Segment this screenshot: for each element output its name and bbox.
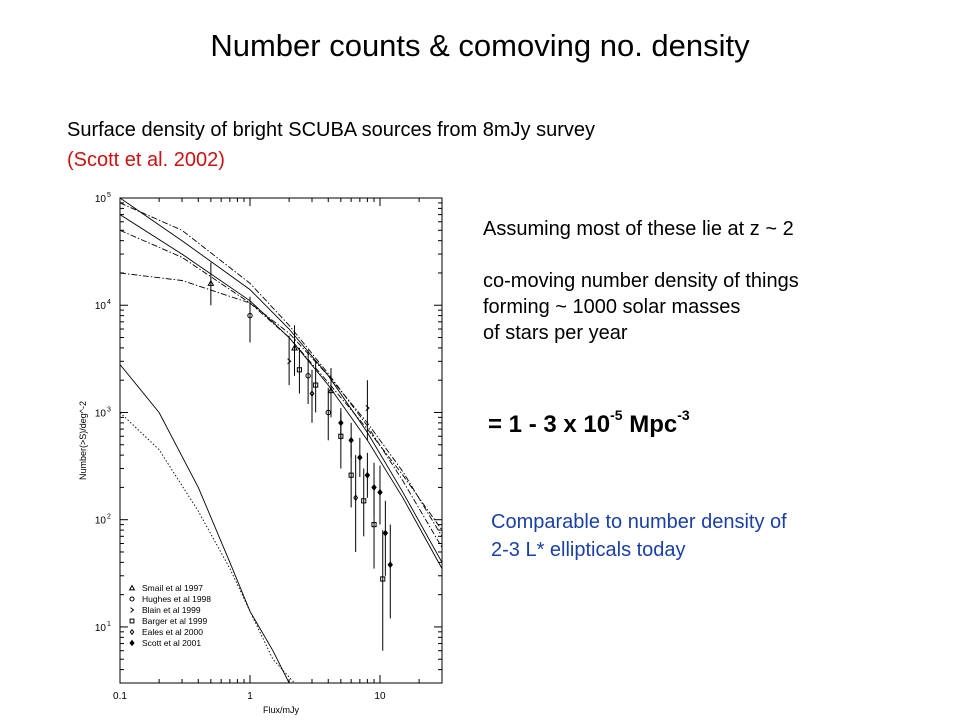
result-exponent: -5 xyxy=(610,407,623,423)
assumption-notes: Assuming most of these lie at z ~ 2 co-m… xyxy=(483,216,799,346)
model-curve xyxy=(120,412,295,683)
data-point xyxy=(380,576,386,582)
data-series xyxy=(338,408,393,619)
legend-entry: Eales et al 2000 xyxy=(142,627,203,637)
data-point xyxy=(371,522,377,528)
y-tick-exponent: 3 xyxy=(107,406,111,413)
data-point xyxy=(287,358,292,365)
comparison-note: Comparable to number density of 2-3 L* e… xyxy=(491,508,787,564)
y-tick-exponent: 2 xyxy=(107,514,111,521)
unit-exponent: -3 xyxy=(677,407,690,423)
result-unit: Mpc xyxy=(622,411,678,438)
density-description-line: co-moving number density of things xyxy=(483,270,799,292)
legend-entry: Smail et al 1997 xyxy=(142,583,203,593)
data-point xyxy=(364,471,371,479)
x-axis-label: Flux/mJy xyxy=(263,705,300,715)
legend-symbol xyxy=(129,628,135,636)
comparison-line: 2-3 L* ellipticals today xyxy=(491,539,686,561)
y-tick-exponent: 4 xyxy=(107,299,111,306)
slide-title: Number counts & comoving no. density xyxy=(210,28,750,63)
legend-entry: Scott et al 2001 xyxy=(142,638,201,648)
data-point xyxy=(348,472,354,478)
model-curve xyxy=(120,202,442,548)
legend-symbol xyxy=(130,607,135,613)
data-point xyxy=(371,484,377,491)
x-tick-label: 1 xyxy=(247,691,253,702)
legend-entry: Barger et al 1999 xyxy=(142,616,207,626)
data-point xyxy=(338,419,344,427)
model-curve xyxy=(120,272,442,537)
data-point xyxy=(382,529,389,537)
y-axis-label: Number(>S)/deg^-2 xyxy=(78,401,88,480)
data-point xyxy=(353,494,359,502)
data-point xyxy=(296,367,302,373)
density-result: = 1 - 3 x 10-5 Mpc-3 xyxy=(488,407,690,439)
x-tick-label: 0.1 xyxy=(113,691,127,702)
data-point xyxy=(377,488,383,496)
legend-symbol xyxy=(129,596,135,602)
data-point xyxy=(325,409,331,416)
legend-entry: Hughes et al 1998 xyxy=(142,594,211,604)
data-point xyxy=(247,312,253,319)
legend-symbol xyxy=(129,639,135,647)
data-point xyxy=(313,382,319,388)
density-description-line: of stars per year xyxy=(483,322,628,344)
y-tick-label: 10 xyxy=(95,623,107,634)
model-curve xyxy=(120,364,290,683)
data-point xyxy=(348,436,354,444)
data-series xyxy=(287,335,370,441)
comparison-line: Comparable to number density of xyxy=(491,511,787,533)
model-curve xyxy=(120,214,442,569)
y-tick-label: 10 xyxy=(95,516,107,527)
data-point xyxy=(365,405,370,412)
data-point xyxy=(291,344,298,351)
assumption-line: Assuming most of these lie at z ~ 2 xyxy=(483,218,794,240)
density-description-line: forming ~ 1000 solar masses xyxy=(483,296,741,318)
model-curve xyxy=(120,229,442,531)
data-point xyxy=(207,279,215,286)
y-tick-exponent: 1 xyxy=(107,621,111,628)
model-curve xyxy=(120,198,442,563)
data-point xyxy=(305,373,311,379)
x-tick-label: 10 xyxy=(374,691,386,702)
y-tick-exponent: 5 xyxy=(107,192,111,199)
data-point xyxy=(357,454,363,461)
legend-entry: Blain et al 1999 xyxy=(142,605,201,615)
data-point xyxy=(361,498,367,504)
slide-subtitle: Surface density of bright SCUBA sources … xyxy=(67,115,595,175)
data-point xyxy=(387,561,393,569)
y-tick-label: 10 xyxy=(95,301,107,312)
citation-text: (Scott et al. 2002) xyxy=(67,149,225,171)
legend-symbol xyxy=(129,618,135,624)
legend-symbol xyxy=(128,584,136,591)
plot-frame xyxy=(119,197,443,684)
data-series xyxy=(309,369,359,552)
y-tick-label: 10 xyxy=(95,194,107,205)
data-series xyxy=(247,296,331,441)
data-series xyxy=(207,262,335,418)
model-curves xyxy=(120,198,442,683)
subtitle-text: Surface density of bright SCUBA sources … xyxy=(67,119,595,141)
data-point xyxy=(327,386,335,394)
result-prefix: = 1 - 3 x 10 xyxy=(488,411,611,438)
y-tick-label: 10 xyxy=(95,408,107,419)
data-point xyxy=(309,390,315,398)
